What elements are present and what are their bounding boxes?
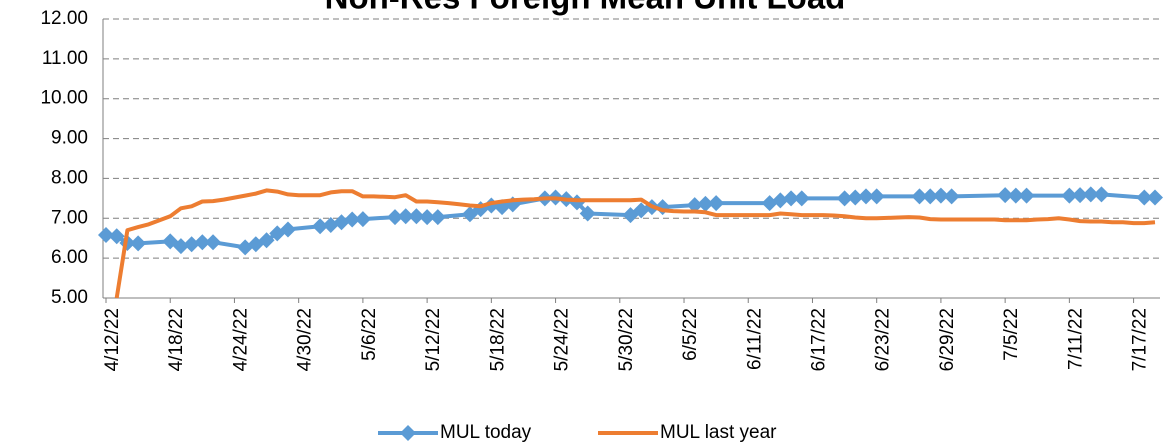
legend-label: MUL today (440, 422, 532, 443)
data-point (1136, 189, 1153, 206)
x-tick-label: 6/11/22 (744, 308, 765, 370)
x-tick-label: 4/30/22 (295, 308, 316, 371)
data-point (1093, 186, 1110, 203)
data-point (836, 190, 853, 207)
x-tick-label: 7/5/22 (1001, 308, 1022, 361)
data-point (183, 236, 200, 253)
data-point (783, 190, 800, 207)
y-tick-label: 9.00 (51, 128, 88, 149)
data-point (354, 211, 371, 228)
x-tick-label: 4/24/22 (230, 308, 251, 371)
x-tick-label: 7/17/22 (1130, 308, 1151, 371)
data-point (697, 195, 714, 212)
data-point (772, 192, 789, 209)
x-tick-label: 5/24/22 (552, 308, 573, 371)
data-point (312, 218, 329, 235)
data-point (857, 188, 874, 205)
x-tick-label: 5/12/22 (423, 308, 444, 371)
data-point (258, 232, 275, 249)
x-tick-label: 5/18/22 (487, 308, 508, 371)
y-tick-label: 8.00 (51, 167, 88, 188)
data-point (1007, 187, 1024, 204)
data-point (172, 238, 189, 255)
data-point (922, 188, 939, 205)
data-point (1061, 187, 1078, 204)
legend-marker (400, 425, 416, 441)
data-point (429, 209, 446, 226)
x-tick-label: 6/29/22 (937, 308, 958, 371)
data-point (279, 221, 296, 238)
y-tick-label: 7.00 (51, 207, 88, 228)
data-point (344, 211, 361, 228)
data-point (408, 208, 425, 225)
x-tick-label: 6/5/22 (680, 308, 701, 361)
data-point (397, 208, 414, 225)
y-tick-label: 5.00 (51, 287, 88, 308)
y-tick-label: 12.00 (40, 8, 88, 29)
legend-label: MUL last year (660, 422, 777, 443)
x-tick-label: 4/12/22 (102, 308, 123, 371)
data-point (943, 188, 960, 205)
data-point (932, 187, 949, 204)
data-point (868, 188, 885, 205)
data-point (911, 188, 928, 205)
data-point (1018, 187, 1035, 204)
data-point (130, 235, 147, 252)
data-point (793, 190, 810, 207)
x-tick-label: 6/17/22 (808, 308, 829, 371)
data-point (1082, 186, 1099, 203)
x-tick-label: 4/18/22 (166, 308, 187, 371)
data-point (419, 209, 436, 226)
y-tick-label: 11.00 (42, 48, 88, 69)
data-point (387, 209, 404, 226)
chart-title: Non-Res Foreign Mean Unit Load (325, 0, 846, 16)
x-tick-label: 7/11/22 (1065, 308, 1086, 370)
x-tick-label: 5/6/22 (359, 308, 380, 361)
x-tick-label: 6/23/22 (873, 308, 894, 371)
data-point (1072, 187, 1089, 204)
data-point (579, 205, 596, 222)
x-tick-label: 5/30/22 (616, 308, 637, 371)
data-point (997, 187, 1014, 204)
data-point (686, 197, 703, 214)
series-line (114, 188, 1156, 299)
data-point (708, 195, 725, 212)
data-point (847, 189, 864, 206)
data-point (98, 227, 114, 244)
data-point (108, 228, 125, 245)
y-tick-label: 6.00 (51, 247, 88, 268)
data-point (1147, 189, 1163, 206)
data-point (194, 234, 211, 251)
y-tick-label: 10.00 (40, 88, 88, 109)
data-point (205, 234, 222, 251)
